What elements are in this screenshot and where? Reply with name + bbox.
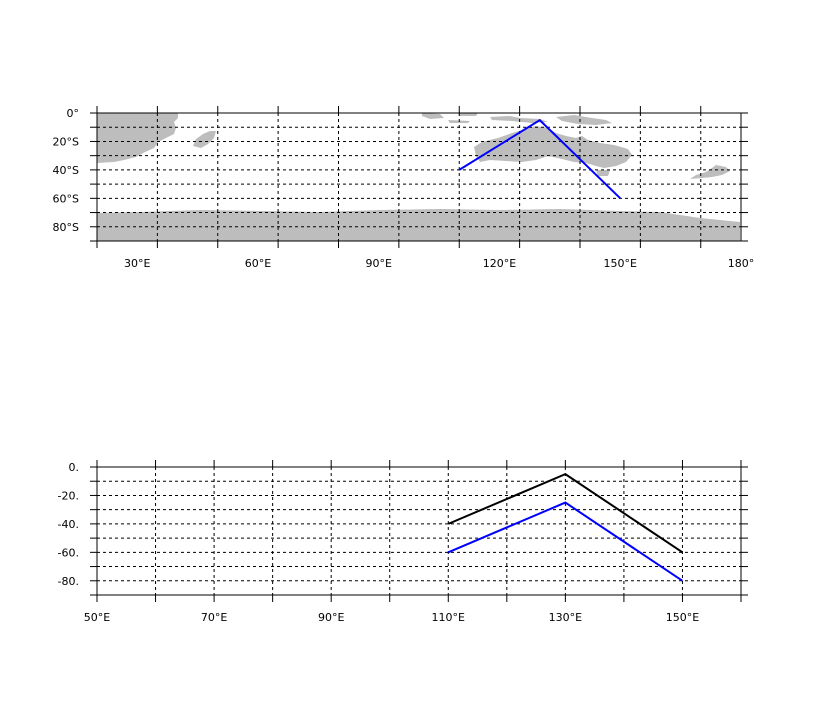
y-tick-label: -80. bbox=[58, 575, 79, 588]
map-route-lines bbox=[458, 118, 621, 200]
map-gridlines bbox=[97, 113, 741, 241]
y-tick-label: 20°S bbox=[53, 135, 79, 148]
y-tick-label: 80°S bbox=[53, 221, 79, 234]
y-tick-label: 40°S bbox=[53, 164, 79, 177]
y-tick-label: -40. bbox=[58, 518, 79, 531]
map-tick-marks bbox=[90, 106, 748, 248]
land-mask bbox=[97, 113, 740, 241]
plot-frame bbox=[96, 466, 742, 596]
x-tick-label: 150°E bbox=[604, 257, 637, 270]
x-tick-label: 90°E bbox=[366, 257, 392, 270]
series-line-0 bbox=[447, 472, 684, 554]
land-tasmania bbox=[596, 170, 610, 176]
xy-panel: 50°E 70°E 90°E 110°E 130°E 150°E 0. -20. -40. -6… bbox=[58, 460, 748, 624]
land-new-zealand bbox=[690, 165, 730, 179]
y-tick-label: -60. bbox=[58, 546, 79, 559]
y-tick-label: 0. bbox=[69, 461, 80, 474]
series-line-0 bbox=[458, 118, 621, 200]
x-tick-label: 70°E bbox=[201, 611, 227, 624]
x-tick-label: 60°E bbox=[245, 257, 271, 270]
land-new-guinea bbox=[556, 115, 612, 125]
land-madagascar bbox=[193, 131, 216, 148]
x-tick-label: 30°E bbox=[124, 257, 150, 270]
x-tick-label: 50°E bbox=[84, 611, 110, 624]
map-panel: 30°E 60°E 90°E 120°E 150°E 180° 0° 20°S 40°S 60°… bbox=[53, 106, 754, 270]
x-tick-label: 180° bbox=[728, 257, 755, 270]
x-tick-label: 150°E bbox=[666, 611, 699, 624]
series-line-1 bbox=[447, 501, 684, 582]
x-tick-label: 130°E bbox=[549, 611, 582, 624]
x-tick-label: 120°E bbox=[483, 257, 516, 270]
map-y-tick-labels: 0° 20°S 40°S 60°S 80°S bbox=[53, 107, 79, 234]
x-tick-label: 90°E bbox=[318, 611, 344, 624]
map-frame bbox=[96, 112, 742, 242]
y-tick-label: 0° bbox=[67, 107, 80, 120]
xy-tick-marks bbox=[90, 460, 748, 602]
land-indonesia bbox=[422, 113, 548, 123]
y-tick-label: 60°S bbox=[53, 192, 79, 205]
plot-frame bbox=[96, 112, 742, 242]
map-x-tick-labels: 30°E 60°E 90°E 120°E 150°E 180° bbox=[124, 257, 754, 270]
y-tick-label: -20. bbox=[58, 489, 79, 502]
xy-series-lines bbox=[447, 472, 684, 582]
xy-y-tick-labels: 0. -20. -40. -60. -80. bbox=[58, 461, 79, 588]
xy-frame bbox=[96, 466, 742, 596]
xy-gridlines bbox=[97, 467, 741, 595]
xy-x-tick-labels: 50°E 70°E 90°E 110°E 130°E 150°E bbox=[84, 611, 699, 624]
land-antarctica bbox=[97, 209, 740, 241]
x-tick-label: 110°E bbox=[432, 611, 465, 624]
